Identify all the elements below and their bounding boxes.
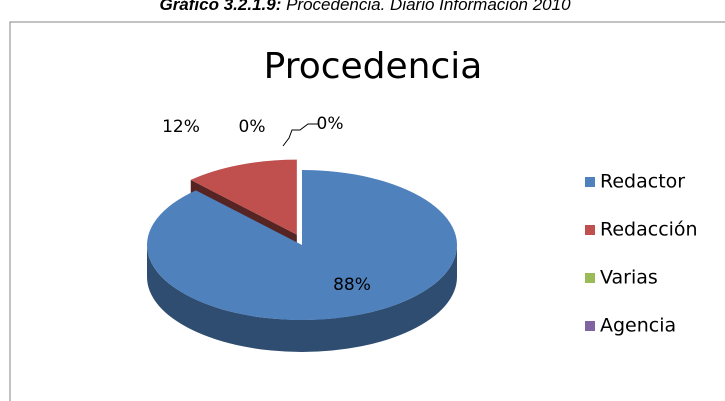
legend-swatch — [585, 177, 595, 187]
legend-label: Varias — [600, 267, 658, 289]
caption-text: Procedencia. Diario Información 2010 — [286, 0, 571, 14]
chart-title: Procedencia — [264, 46, 483, 87]
data-label: 12% — [162, 117, 200, 137]
data-label: 0% — [239, 117, 266, 137]
legend-swatch — [585, 321, 595, 331]
legend-label: Redacción — [600, 219, 698, 241]
pie-slice — [147, 170, 457, 320]
legend-label: Agencia — [600, 315, 676, 337]
caption-number: Gráfico 3.2.1.9: — [159, 0, 281, 14]
data-label: 88% — [333, 275, 371, 295]
data-label: 0% — [317, 114, 344, 134]
leader-line — [282, 123, 318, 147]
pie-side — [147, 245, 457, 352]
pie-slice — [190, 159, 297, 235]
caption: Gráfico 3.2.1.9: Procedencia. Diario Inf… — [159, 0, 571, 14]
legend-swatch — [585, 225, 595, 235]
legend-swatch — [585, 273, 595, 283]
legend-label: Redactor — [600, 171, 685, 193]
